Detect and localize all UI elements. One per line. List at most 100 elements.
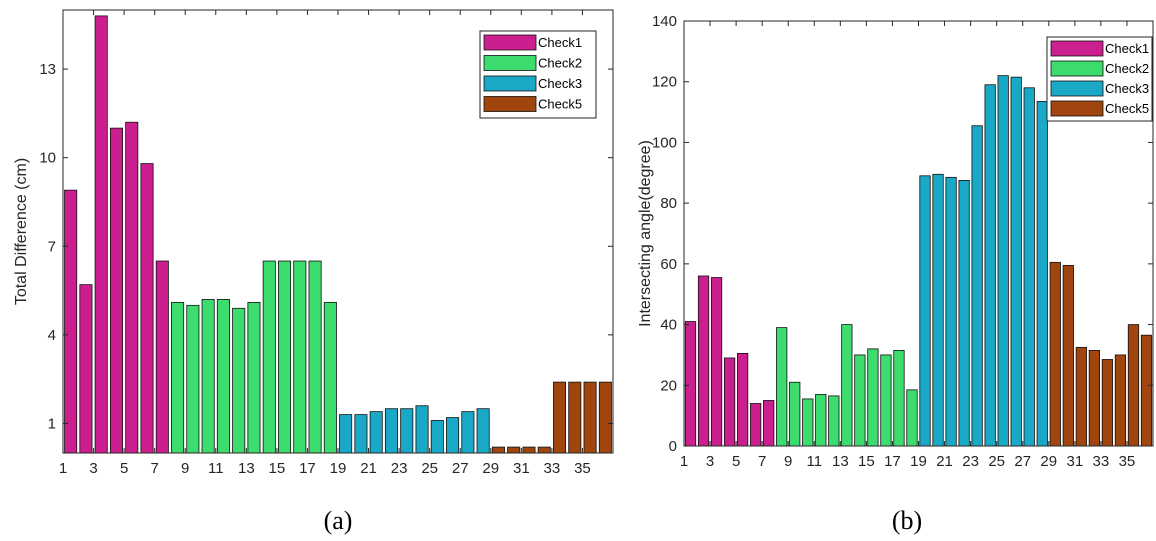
x-tick-label: 25 <box>421 460 438 477</box>
bar-check1-7 <box>155 260 169 454</box>
x-tick-label: 11 <box>208 460 224 477</box>
bar-check5-31 <box>522 446 536 454</box>
bar-check2-17 <box>308 260 322 454</box>
legend-label-check5: Check5 <box>1105 101 1149 116</box>
legend-swatch-check2 <box>483 55 537 71</box>
y-axis-label: Total Difference (cm) <box>13 158 30 305</box>
x-tick-label: 15 <box>269 460 286 477</box>
panel-caption: (b) <box>892 506 922 535</box>
bar-check2-9 <box>789 381 801 447</box>
x-tick-label: 7 <box>758 453 766 470</box>
legend-label-check2: Check2 <box>1105 61 1149 76</box>
bar-check3-25 <box>430 420 444 454</box>
bar-check3-19 <box>339 414 353 454</box>
bar-check1-1 <box>64 189 78 454</box>
x-tick-label: 17 <box>299 460 316 477</box>
bar-check3-27 <box>1023 87 1035 447</box>
x-tick-label: 9 <box>181 460 189 477</box>
bar-check1-7 <box>763 400 775 447</box>
y-tick-label: 20 <box>660 377 677 394</box>
x-tick-label: 3 <box>706 453 714 470</box>
bar-check2-17 <box>893 349 905 447</box>
bar-check5-30 <box>507 446 521 454</box>
y-tick-label: 7 <box>48 238 56 255</box>
bar-check5-32 <box>537 446 551 454</box>
x-tick-label: 1 <box>59 460 67 477</box>
bar-check5-33 <box>553 381 567 454</box>
bar-check2-15 <box>867 348 879 447</box>
bar-check2-16 <box>880 354 892 447</box>
y-tick-label: 80 <box>660 195 677 212</box>
y-tick-label: 60 <box>660 256 677 273</box>
bar-check1-5 <box>125 121 139 454</box>
bar-check5-34 <box>568 381 582 454</box>
bar-check2-12 <box>232 307 246 454</box>
bar-check2-14 <box>854 354 866 447</box>
bar-check5-31 <box>1075 346 1087 447</box>
x-tick-label: 17 <box>884 453 901 470</box>
bar-check2-16 <box>293 260 307 454</box>
bar-check2-8 <box>776 327 788 447</box>
bar-check5-36 <box>598 381 612 454</box>
x-tick-label: 19 <box>330 460 347 477</box>
x-tick-label: 31 <box>1066 453 1083 470</box>
x-tick-label: 13 <box>832 453 849 470</box>
bar-check1-3 <box>94 15 108 454</box>
bar-check3-22 <box>958 179 970 447</box>
x-tick-label: 11 <box>806 453 822 470</box>
bar-check5-35 <box>1127 324 1140 447</box>
bar-check3-27 <box>461 411 475 454</box>
y-axis-label: Intersecting angle(degree) <box>637 140 654 327</box>
bar-check2-18 <box>323 301 337 454</box>
bar-check3-28 <box>476 408 490 454</box>
bar-check2-10 <box>802 398 814 447</box>
legend-swatch-check2 <box>1050 60 1104 77</box>
y-tick-label: 10 <box>39 150 56 167</box>
x-tick-label: 33 <box>544 460 561 477</box>
x-tick-label: 27 <box>452 460 469 477</box>
x-tick-label: 19 <box>910 453 927 470</box>
bar-check2-9 <box>186 304 200 454</box>
bar-check5-36 <box>1140 334 1153 447</box>
bar-check3-26 <box>1010 76 1022 447</box>
bar-check3-24 <box>415 405 429 454</box>
x-tick-label: 25 <box>988 453 1005 470</box>
y-tick-label: 140 <box>652 13 677 30</box>
bar-check1-6 <box>750 403 762 447</box>
bar-check5-32 <box>1088 349 1100 447</box>
bar-check3-24 <box>984 84 996 447</box>
legend-swatch-check3 <box>483 75 537 92</box>
x-tick-label: 9 <box>784 453 792 470</box>
bar-check1-1 <box>684 321 697 447</box>
x-tick-label: 35 <box>574 460 591 477</box>
y-tick-label: 13 <box>39 61 56 78</box>
x-tick-label: 27 <box>1014 453 1031 470</box>
bar-check2-14 <box>262 260 276 454</box>
bar-check3-25 <box>997 75 1009 447</box>
bar-check3-23 <box>971 125 983 447</box>
bar-check2-13 <box>841 324 853 447</box>
x-tick-label: 3 <box>89 460 97 477</box>
bar-check3-20 <box>932 173 944 447</box>
y-tick-label: 100 <box>652 134 677 151</box>
x-tick-label: 29 <box>482 460 499 477</box>
bar-check2-15 <box>278 260 292 454</box>
bar-check2-10 <box>201 299 215 454</box>
legend-swatch-check3 <box>1050 80 1104 97</box>
bar-check3-20 <box>354 414 368 454</box>
y-tick-label: 40 <box>660 317 677 334</box>
bar-check2-18 <box>906 389 918 447</box>
bar-check1-2 <box>697 275 710 447</box>
bar-check3-26 <box>446 417 460 454</box>
bar-check5-34 <box>1114 354 1127 447</box>
bar-check1-5 <box>737 353 749 447</box>
legend-label-check2: Check2 <box>538 56 582 71</box>
bar-check1-4 <box>109 127 123 454</box>
bar-check3-28 <box>1036 101 1048 447</box>
bar-check5-35 <box>583 381 597 454</box>
x-tick-label: 15 <box>858 453 875 470</box>
x-tick-label: 21 <box>360 460 377 477</box>
